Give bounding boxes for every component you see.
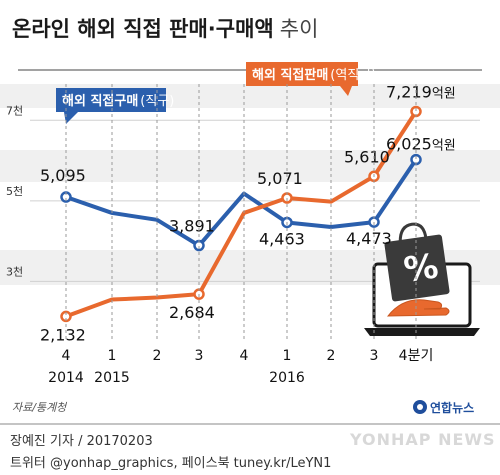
legend-blue-box [56, 88, 166, 112]
online-shopping-icon: % [364, 222, 480, 336]
series-1-label-8: 7,219억원 [386, 82, 456, 101]
legend-blue: 해외 직접구매 (직구) [56, 88, 174, 124]
series-0-label-3: 3,891 [169, 217, 215, 236]
watermark: YONHAP NEWS [349, 430, 496, 449]
x-tick-label-8: 4분기 [399, 348, 434, 364]
x-tick-label-4: 4 [240, 348, 249, 364]
x-tick-label-2: 2 [153, 348, 162, 364]
x-tick-label-3: 3 [195, 348, 204, 364]
svg-text:%: % [401, 246, 440, 290]
series-1-label-7: 5,610 [344, 147, 390, 166]
x-tick-label-5: 1 [283, 348, 292, 364]
series-0-unit: 억원 [432, 139, 456, 154]
x-tick-label-0: 4 [62, 348, 71, 364]
series-1-unit: 억원 [432, 86, 456, 101]
credit-line-2: 트위터 @yonhap_graphics, 페이스북 tuney.kr/LeYN… [10, 456, 331, 471]
y-tick-label-1: 5천 [6, 184, 23, 198]
legend-orange: 해외 직접판매 (역직구) [246, 62, 376, 96]
series-0-label-0: 5,095 [40, 166, 86, 185]
x-axis: 4 2014 1 2015 2 3 4 1 2016 2 3 4분기 [48, 84, 433, 386]
x-year-label-5: 2016 [269, 370, 305, 386]
series-0-label-5: 4,463 [259, 229, 305, 248]
x-tick-label-1: 1 [108, 348, 117, 364]
x-tick-label-6: 2 [327, 348, 336, 364]
x-year-label-1: 2015 [94, 370, 130, 386]
series-1-label-3: 2,684 [169, 303, 215, 322]
x-tick-label-7: 3 [370, 348, 379, 364]
x-year-label-0: 2014 [48, 370, 84, 386]
y-tick-label-2: 3천 [6, 264, 23, 278]
series-0-label-7: 4,473 [346, 229, 392, 248]
legend-orange-label: 해외 직접판매 (역직구) [252, 67, 376, 83]
brand-logo: 연합뉴스 [413, 400, 474, 415]
legend-blue-pointer [64, 112, 78, 124]
series-1-label-0: 2,132 [40, 325, 86, 344]
chart-title: 온라인 해외 직접 판매·구매액 추이 [12, 17, 318, 41]
legend-blue-label: 해외 직접구매 (직구) [62, 93, 174, 109]
legend-orange-pointer [340, 86, 352, 96]
y-tick-label-0: 7천 [6, 103, 23, 117]
source-label: 자료/통계청 [12, 401, 68, 414]
series-0-label-8: 6,025억원 [386, 135, 456, 154]
series-1-label-5: 5,071 [257, 169, 303, 188]
legend-orange-box [246, 62, 358, 86]
svg-text:연합뉴스: 연합뉴스 [430, 400, 474, 415]
credit-line-1: 장예진 기자 / 20170203 [10, 434, 153, 449]
